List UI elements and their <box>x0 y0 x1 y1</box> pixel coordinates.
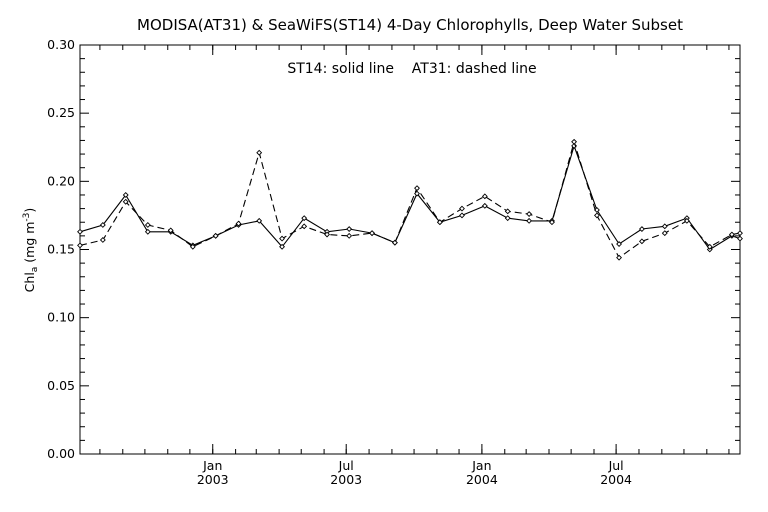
y-tick-label: 0.05 <box>47 378 75 393</box>
data-point-at31 <box>706 243 713 250</box>
data-point-st14 <box>346 226 353 232</box>
data-point-st14 <box>526 217 533 224</box>
data-point-st14 <box>77 228 83 235</box>
data-point-at31 <box>504 208 511 215</box>
x-tick-year: 2003 <box>197 472 229 487</box>
data-point-at31 <box>594 212 600 219</box>
data-point-st14 <box>301 215 308 222</box>
data-point-st14 <box>414 190 420 197</box>
data-point-at31 <box>661 230 668 237</box>
y-tick-label: 0.25 <box>47 105 75 120</box>
data-point-at31 <box>481 193 488 200</box>
data-point-at31 <box>638 238 645 245</box>
data-point-at31 <box>324 231 330 238</box>
data-point-st14 <box>144 228 151 235</box>
data-point-at31 <box>235 220 242 227</box>
y-tick-label: 0.10 <box>47 310 75 325</box>
data-point-at31 <box>99 237 106 243</box>
data-point-at31 <box>167 227 174 234</box>
y-label-close: ) <box>22 208 37 213</box>
data-point-at31 <box>526 211 533 217</box>
y-label-superscript: -3 <box>22 213 32 222</box>
y-tick-label: 0.00 <box>47 446 75 461</box>
axes: 0.000.050.100.150.200.250.30Jan2003Jul20… <box>47 37 740 487</box>
data-point-st14 <box>504 215 511 222</box>
series-layer <box>77 138 743 261</box>
data-point-st14 <box>638 226 645 232</box>
data-point-at31 <box>77 242 83 249</box>
x-tick-month: Jan <box>202 458 222 473</box>
series-annotation: ST14: solid line AT31: dashed line <box>287 61 536 77</box>
x-tick-month: Jul <box>608 458 624 473</box>
data-point-at31 <box>737 230 743 237</box>
data-point-at31 <box>436 219 443 226</box>
data-point-at31 <box>571 138 578 145</box>
data-point-at31 <box>279 235 285 242</box>
data-point-at31 <box>459 205 465 212</box>
x-tick-year: 2004 <box>600 472 632 487</box>
series-line-st14 <box>79 144 741 251</box>
data-point-at31 <box>616 254 622 261</box>
data-point-at31 <box>549 219 555 226</box>
data-point-at31 <box>414 185 420 192</box>
data-point-at31 <box>391 239 398 246</box>
data-point-at31 <box>212 232 219 239</box>
data-point-st14 <box>661 223 668 230</box>
data-point-at31 <box>122 198 129 205</box>
data-point-at31 <box>728 231 735 238</box>
data-point-at31 <box>301 223 308 230</box>
data-point-at31 <box>683 217 690 224</box>
data-point-st14 <box>99 222 106 228</box>
data-point-st14 <box>459 212 465 219</box>
data-point-at31 <box>346 232 353 239</box>
y-label-main: Chl <box>22 272 37 292</box>
x-tick-year: 2003 <box>330 472 362 487</box>
y-tick-label: 0.20 <box>47 173 75 188</box>
chart-title: MODISA(AT31) & SeaWiFS(ST14) 4-Day Chlor… <box>137 16 683 34</box>
y-axis-label: Chla (mg m-3) <box>22 208 40 293</box>
data-point-st14 <box>256 217 263 224</box>
data-point-st14 <box>481 202 488 209</box>
data-point-at31 <box>256 149 263 156</box>
y-label-unit: (mg m <box>22 222 37 267</box>
data-point-at31 <box>189 243 196 250</box>
y-tick-label: 0.30 <box>47 37 75 52</box>
x-tick-month: Jul <box>338 458 354 473</box>
data-point-st14 <box>122 192 129 198</box>
y-label-subscript: a <box>30 267 40 273</box>
data-point-st14 <box>279 243 285 250</box>
data-point-st14 <box>737 235 743 242</box>
data-point-st14 <box>616 241 622 247</box>
y-tick-label: 0.15 <box>47 242 75 257</box>
plot-frame <box>79 44 741 455</box>
data-point-at31 <box>369 230 375 237</box>
data-point-at31 <box>144 222 151 228</box>
x-tick-month: Jan <box>471 458 491 473</box>
x-tick-year: 2004 <box>466 472 498 487</box>
